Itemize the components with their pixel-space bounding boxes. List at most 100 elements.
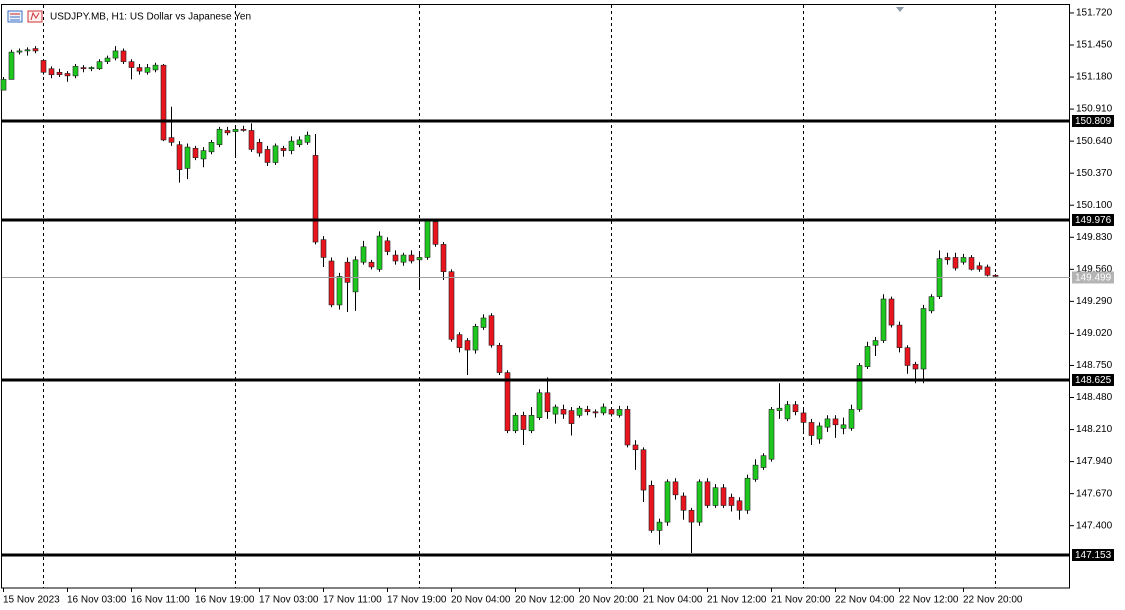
y-tick-label: 147.940 xyxy=(1076,456,1113,467)
candle-body xyxy=(320,239,327,258)
candle-body xyxy=(0,79,7,91)
chart-title: USDJPY.MB, H1: US Dollar vs Japanese Yen xyxy=(50,12,251,23)
y-tick-label: 150.100 xyxy=(1076,200,1113,211)
candle-body xyxy=(632,444,639,451)
candle-body xyxy=(40,60,47,73)
x-tick-label: 17 Nov 19:00 xyxy=(387,595,447,606)
y-tick-label: 149.290 xyxy=(1076,296,1113,307)
level-label: 147.153 xyxy=(1075,550,1112,561)
candle-body xyxy=(256,142,263,154)
candle-body xyxy=(296,139,303,145)
candle-body xyxy=(136,67,143,72)
y-tick-label: 151.720 xyxy=(1076,8,1113,19)
candle-body xyxy=(104,57,111,62)
candle-body xyxy=(328,260,335,306)
y-tick-label: 149.830 xyxy=(1076,232,1113,243)
candle-body xyxy=(704,481,711,506)
candle-body xyxy=(184,146,191,169)
candle-body xyxy=(200,150,207,160)
candle-body xyxy=(312,155,319,243)
candle-body xyxy=(512,415,519,432)
candle-body xyxy=(168,137,175,143)
candle-body xyxy=(336,276,343,306)
candle-body xyxy=(664,481,671,523)
candle-body xyxy=(976,265,983,270)
x-tick-label: 22 Nov 20:00 xyxy=(963,595,1023,606)
candle-body xyxy=(792,404,799,413)
candle-body xyxy=(712,487,719,506)
candle-body xyxy=(600,406,607,414)
candle-body xyxy=(24,49,31,52)
candle-body xyxy=(96,61,103,70)
candle-body xyxy=(944,257,951,261)
candle-body xyxy=(112,50,119,59)
candle-body xyxy=(736,500,743,511)
x-tick-label: 17 Nov 03:00 xyxy=(259,595,319,606)
candle-body xyxy=(832,418,839,426)
y-tick-label: 150.910 xyxy=(1076,104,1113,115)
candle-body xyxy=(160,64,167,141)
candle-body xyxy=(904,347,911,366)
candle-body xyxy=(856,365,863,410)
candle-body xyxy=(656,521,663,531)
candle-body xyxy=(912,363,919,370)
candle-body xyxy=(544,392,551,413)
current-price-box xyxy=(1072,271,1114,284)
candle-body xyxy=(784,404,791,420)
candle-body xyxy=(288,140,295,151)
x-tick-label: 22 Nov 04:00 xyxy=(835,595,895,606)
x-tick-label: 20 Nov 12:00 xyxy=(515,595,575,606)
x-tick-label: 21 Nov 12:00 xyxy=(707,595,767,606)
candle-body xyxy=(752,464,759,480)
x-tick-label: 20 Nov 04:00 xyxy=(451,595,511,606)
candle-body xyxy=(560,409,567,415)
candle-body xyxy=(432,221,439,245)
candle-body xyxy=(816,425,823,440)
level-label-box xyxy=(1072,214,1114,226)
candle-body xyxy=(728,496,735,506)
candle-body xyxy=(280,147,287,151)
y-tick-label: 147.670 xyxy=(1076,488,1113,499)
candle-body xyxy=(624,409,631,446)
y-tick-label: 149.560 xyxy=(1076,264,1113,275)
candle-body xyxy=(920,308,927,370)
candle-body xyxy=(640,449,647,491)
candle-body xyxy=(368,261,375,268)
candle-body xyxy=(72,66,79,77)
candle-body xyxy=(264,149,271,163)
candle-body xyxy=(64,73,71,77)
candle-body xyxy=(984,266,991,276)
y-tick-label: 149.020 xyxy=(1076,328,1113,339)
level-label: 149.976 xyxy=(1075,215,1112,226)
candle-body xyxy=(240,128,247,131)
candle-body xyxy=(224,130,231,134)
candle-body xyxy=(208,142,215,153)
candle-body xyxy=(408,254,415,262)
candle-body xyxy=(400,254,407,263)
candle-body xyxy=(592,411,599,414)
current-price-label: 149.499 xyxy=(1075,273,1112,284)
chart-icons xyxy=(7,10,43,23)
candle-body xyxy=(472,325,479,351)
candle-body xyxy=(360,246,367,263)
candle-body xyxy=(496,344,503,373)
y-tick-label: 150.640 xyxy=(1076,136,1113,147)
x-tick-label: 17 Nov 11:00 xyxy=(323,595,382,606)
shift-marker xyxy=(896,7,904,12)
candle-body xyxy=(992,274,999,277)
candle-body xyxy=(248,130,255,150)
plot-frame xyxy=(1,4,1070,589)
candle-body xyxy=(384,240,391,252)
candle-body xyxy=(272,145,279,163)
candle-body xyxy=(760,455,767,468)
candle-body xyxy=(464,340,471,351)
candle-body xyxy=(800,412,807,423)
candle-body xyxy=(616,409,623,416)
candle-body xyxy=(448,271,455,340)
y-tick-label: 148.480 xyxy=(1076,392,1113,403)
candle-body xyxy=(528,415,535,432)
candle-body xyxy=(672,481,679,496)
y-tick-label: 150.370 xyxy=(1076,168,1113,179)
